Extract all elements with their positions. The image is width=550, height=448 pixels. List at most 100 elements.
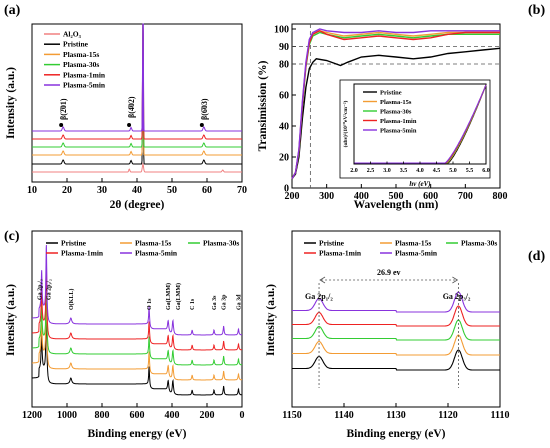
xps-peak-label: O 1s <box>147 298 153 310</box>
transmission-curve-plasma-5min <box>291 28 500 180</box>
xrd-curve-al2o3 <box>32 162 242 173</box>
legend-label-plasma-15s: Plasma-15s <box>395 239 431 248</box>
panel-b-ylabel: Transimission (%) <box>257 60 269 151</box>
x-tick-label: 30 <box>97 185 107 196</box>
y-tick-label: 80 <box>279 60 289 71</box>
inset-legend-label-plasma-15s: Plasma-15s <box>380 99 412 106</box>
legend-label-plasma-30s: Plasma-30s <box>461 239 497 248</box>
xps-peak-label: C 1s <box>190 298 196 310</box>
inset-x-tick-label: 6.0 <box>482 168 490 174</box>
ga2p-curve-plasma-5min <box>292 291 500 313</box>
panel-a-curves <box>32 23 242 173</box>
inset-x-tick-label: 2.5 <box>367 168 375 174</box>
x-tick-label: 70 <box>237 185 247 196</box>
x-tick-label: 400 <box>165 410 180 421</box>
legend-label-plasma-30s: Plasma-30s <box>203 239 239 248</box>
x-tick-label: 1130 <box>386 410 405 421</box>
x-tick-label: 800 <box>95 410 110 421</box>
panel-c-ticks: 1200 1000 800 600 400 200 0 <box>22 403 245 421</box>
legend-label-plasma-1min: Plasma-1min <box>63 70 106 79</box>
xrd-curve-plasma-30s <box>32 23 242 148</box>
panel-d-ticks: 1150 1140 1130 1120 1110 <box>282 403 509 421</box>
xps-peak-label: O(KLL) <box>68 289 75 310</box>
panel-d-annotations: 26.9 ev Ga 2p₁/₂ Ga 2p₃/₂ <box>305 268 471 388</box>
y-tick-label: 40 <box>279 122 289 133</box>
panel-c-annotations: Ga 2p₁/₂ Ga 2p₃/₂ O(KLL) O 1s Ga(LMM) Ga(LMM)… <box>38 279 243 310</box>
x-tick-label: 1200 <box>22 410 42 421</box>
peak-annotation: β(2̄01) <box>59 98 68 120</box>
y-tick-label: 60 <box>279 91 289 102</box>
xps-survey-curve-plasma-30s <box>32 273 243 366</box>
panel-a: (a) 10 20 30 40 50 60 70 β(2̄01) β(4̄02) β(6̄03)… <box>4 3 247 211</box>
x-tick-label: 600 <box>130 410 145 421</box>
transmission-curve-pristine <box>291 47 501 180</box>
peak-marker-dot <box>199 123 204 127</box>
ga2p-curve-pristine <box>292 349 500 371</box>
inset-x-tick-label: 5.5 <box>466 168 474 174</box>
xps-peak-label: Ga 3s <box>212 295 218 310</box>
panel-a-legend: Al₂O₃PristinePlasma-15sPlasma-30sPlasma-… <box>44 30 106 90</box>
x-tick-label: 500 <box>389 191 404 202</box>
xps-survey-curve-plasma-5min <box>32 244 243 336</box>
panel-d-curves <box>292 291 500 371</box>
xps-survey-curve-plasma-15s <box>32 288 243 381</box>
inset-legend-label-pristine: Pristine <box>380 90 402 97</box>
xps-peak-label: Ga 2p₃/₂ <box>46 279 52 300</box>
inset-x-tick-label: 3.0 <box>383 168 391 174</box>
x-tick-label: 400 <box>354 191 369 202</box>
xrd-curve-pristine <box>32 23 242 165</box>
panel-b-ticks: 200 300 400 500 600 700 800 0 20 40 60 80 90 100 <box>274 25 508 203</box>
panel-d-xlabel: Binding energy (eV) <box>346 428 445 440</box>
inset-xlabel: hν (eV) <box>409 180 430 188</box>
xps-survey-curve-plasma-1min <box>32 258 243 351</box>
x-tick-label: 200 <box>285 191 300 202</box>
legend-label-pristine: Pristine <box>63 40 89 49</box>
legend-label-plasma-5min: Plasma-5min <box>135 249 178 258</box>
panel-a-ticks: 10 20 30 40 50 60 70 <box>27 178 247 196</box>
legend-label-plasma-1min: Plasma-1min <box>319 249 362 258</box>
peak-annotation: β(4̄02) <box>127 96 136 118</box>
xrd-curve-plasma-15s <box>32 23 242 156</box>
legend-label-plasma-15s: Plasma-15s <box>63 50 99 59</box>
inset-frame <box>339 79 491 179</box>
x-tick-label: 800 <box>493 191 508 202</box>
y-tick-label: 90 <box>279 42 289 53</box>
x-tick-label: 60 <box>202 185 212 196</box>
peak-marker-dot <box>59 123 64 127</box>
x-tick-label: 600 <box>423 191 438 202</box>
legend-label-pristine: Pristine <box>319 239 345 248</box>
x-tick-label: 200 <box>200 410 215 421</box>
legend-label-al2o3: Al₂O₃ <box>63 30 82 39</box>
panel-a-xlabel: 2θ (degree) <box>110 199 165 211</box>
xps-peak-label: Ga(LMM) <box>175 283 182 310</box>
xrd-curve-plasma-1min <box>32 23 242 140</box>
ga2p-curve-plasma-1min <box>292 305 500 327</box>
panel-d-label: (d) <box>528 249 545 264</box>
panel-b: (b) 200 300 400 500 600 700 80002040608090100 … <box>257 3 545 211</box>
x-tick-label: 300 <box>319 191 334 202</box>
panel-b-xlabel: Wavelength (nm) <box>354 199 439 211</box>
xps-peak-label: Ga(LMM) <box>165 283 172 310</box>
legend-label-plasma-15s: Plasma-15s <box>135 239 171 248</box>
inset-x-tick-label: 2.0 <box>350 168 358 174</box>
xps-peak-label: Ga 2p₁/₂ <box>38 279 44 300</box>
panel-c-legend: Pristine Plasma-15s Plasma-30s Plasma-1min P… <box>46 239 239 258</box>
inset-x-tick-label: 3.5 <box>400 168 408 174</box>
panel-c-ylabel: Intensity (a.u.) <box>5 284 17 356</box>
panel-b-reference-lines <box>292 24 500 188</box>
panel-d-legend: Pristine Plasma-15s Plasma-30s Plasma-1min P… <box>304 239 497 258</box>
x-tick-label: 1120 <box>438 410 457 421</box>
inset-legend-label-plasma-30s: Plasma-30s <box>380 109 412 116</box>
x-tick-label: 0 <box>240 410 245 421</box>
inset-x-tick-label: 4.5 <box>433 168 441 174</box>
xps-peak-label: Ga 3d <box>237 294 243 310</box>
peak-label-ga-2p32: Ga 2p₃/₂ <box>443 292 471 301</box>
y-tick-label: 20 <box>279 153 289 164</box>
x-tick-label: 50 <box>167 185 177 196</box>
x-tick-label: 1000 <box>57 410 77 421</box>
peak-annotation: β(6̄03) <box>200 98 209 120</box>
inset-legend-label-plasma-1min: Plasma-1min <box>380 118 417 125</box>
x-tick-label: 10 <box>27 185 37 196</box>
xrd-curve-plasma-5min <box>32 23 242 132</box>
